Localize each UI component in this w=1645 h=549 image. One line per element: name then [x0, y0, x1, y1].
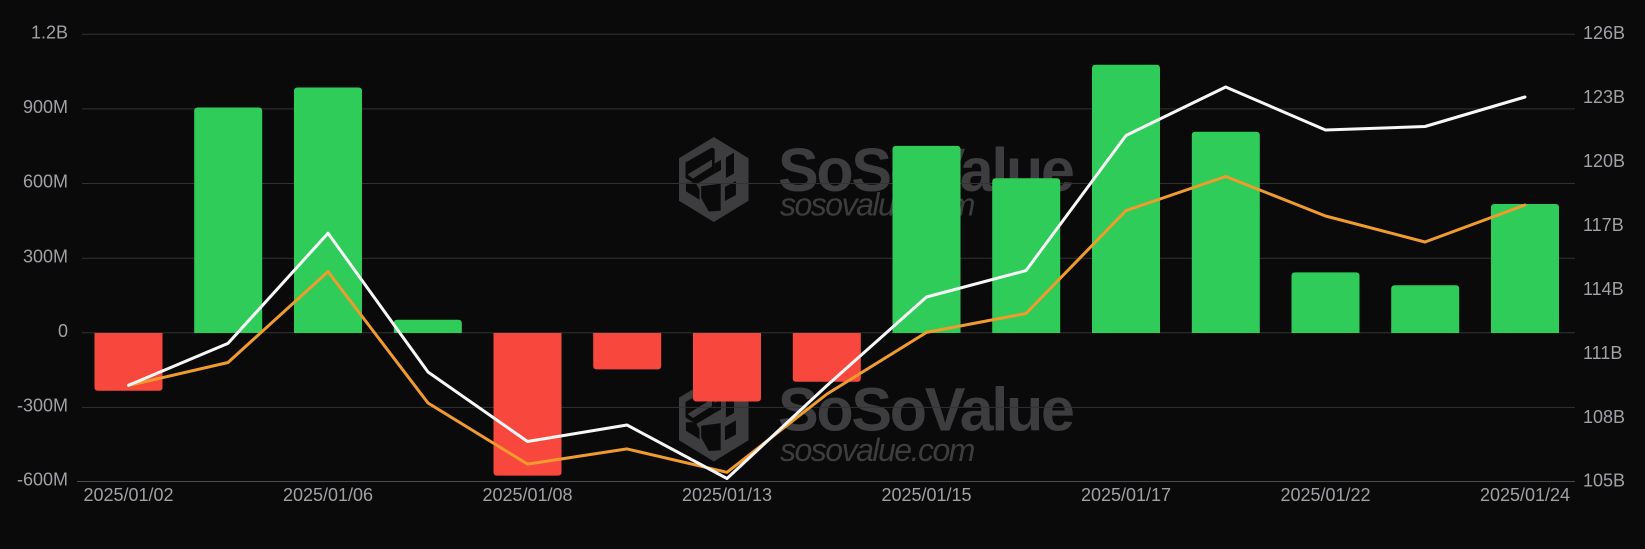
- svg-text:120B: 120B: [1583, 151, 1625, 171]
- svg-text:126B: 126B: [1583, 23, 1625, 43]
- svg-text:2025/01/06: 2025/01/06: [283, 485, 373, 505]
- svg-text:-600M: -600M: [17, 470, 68, 490]
- svg-text:2025/01/02: 2025/01/02: [83, 485, 173, 505]
- svg-text:123B: 123B: [1583, 87, 1625, 107]
- svg-text:2025/01/15: 2025/01/15: [881, 485, 971, 505]
- svg-text:1.2B: 1.2B: [31, 22, 68, 42]
- svg-text:2025/01/08: 2025/01/08: [482, 485, 572, 505]
- svg-text:114B: 114B: [1583, 279, 1624, 299]
- svg-text:sosovalue.com: sosovalue.com: [780, 432, 975, 468]
- svg-text:2025/01/13: 2025/01/13: [682, 485, 772, 505]
- svg-text:111B: 111B: [1583, 343, 1622, 363]
- svg-text:300M: 300M: [23, 246, 68, 266]
- svg-text:2025/01/17: 2025/01/17: [1081, 485, 1171, 505]
- svg-text:2025/01/22: 2025/01/22: [1280, 485, 1370, 505]
- svg-text:105B: 105B: [1583, 471, 1625, 491]
- svg-text:-300M: -300M: [17, 396, 68, 416]
- svg-text:900M: 900M: [23, 97, 68, 117]
- svg-text:600M: 600M: [23, 172, 68, 192]
- svg-text:117B: 117B: [1583, 215, 1624, 235]
- svg-text:108B: 108B: [1583, 407, 1625, 427]
- svg-text:2025/01/24: 2025/01/24: [1480, 485, 1570, 505]
- svg-text:0: 0: [58, 321, 68, 341]
